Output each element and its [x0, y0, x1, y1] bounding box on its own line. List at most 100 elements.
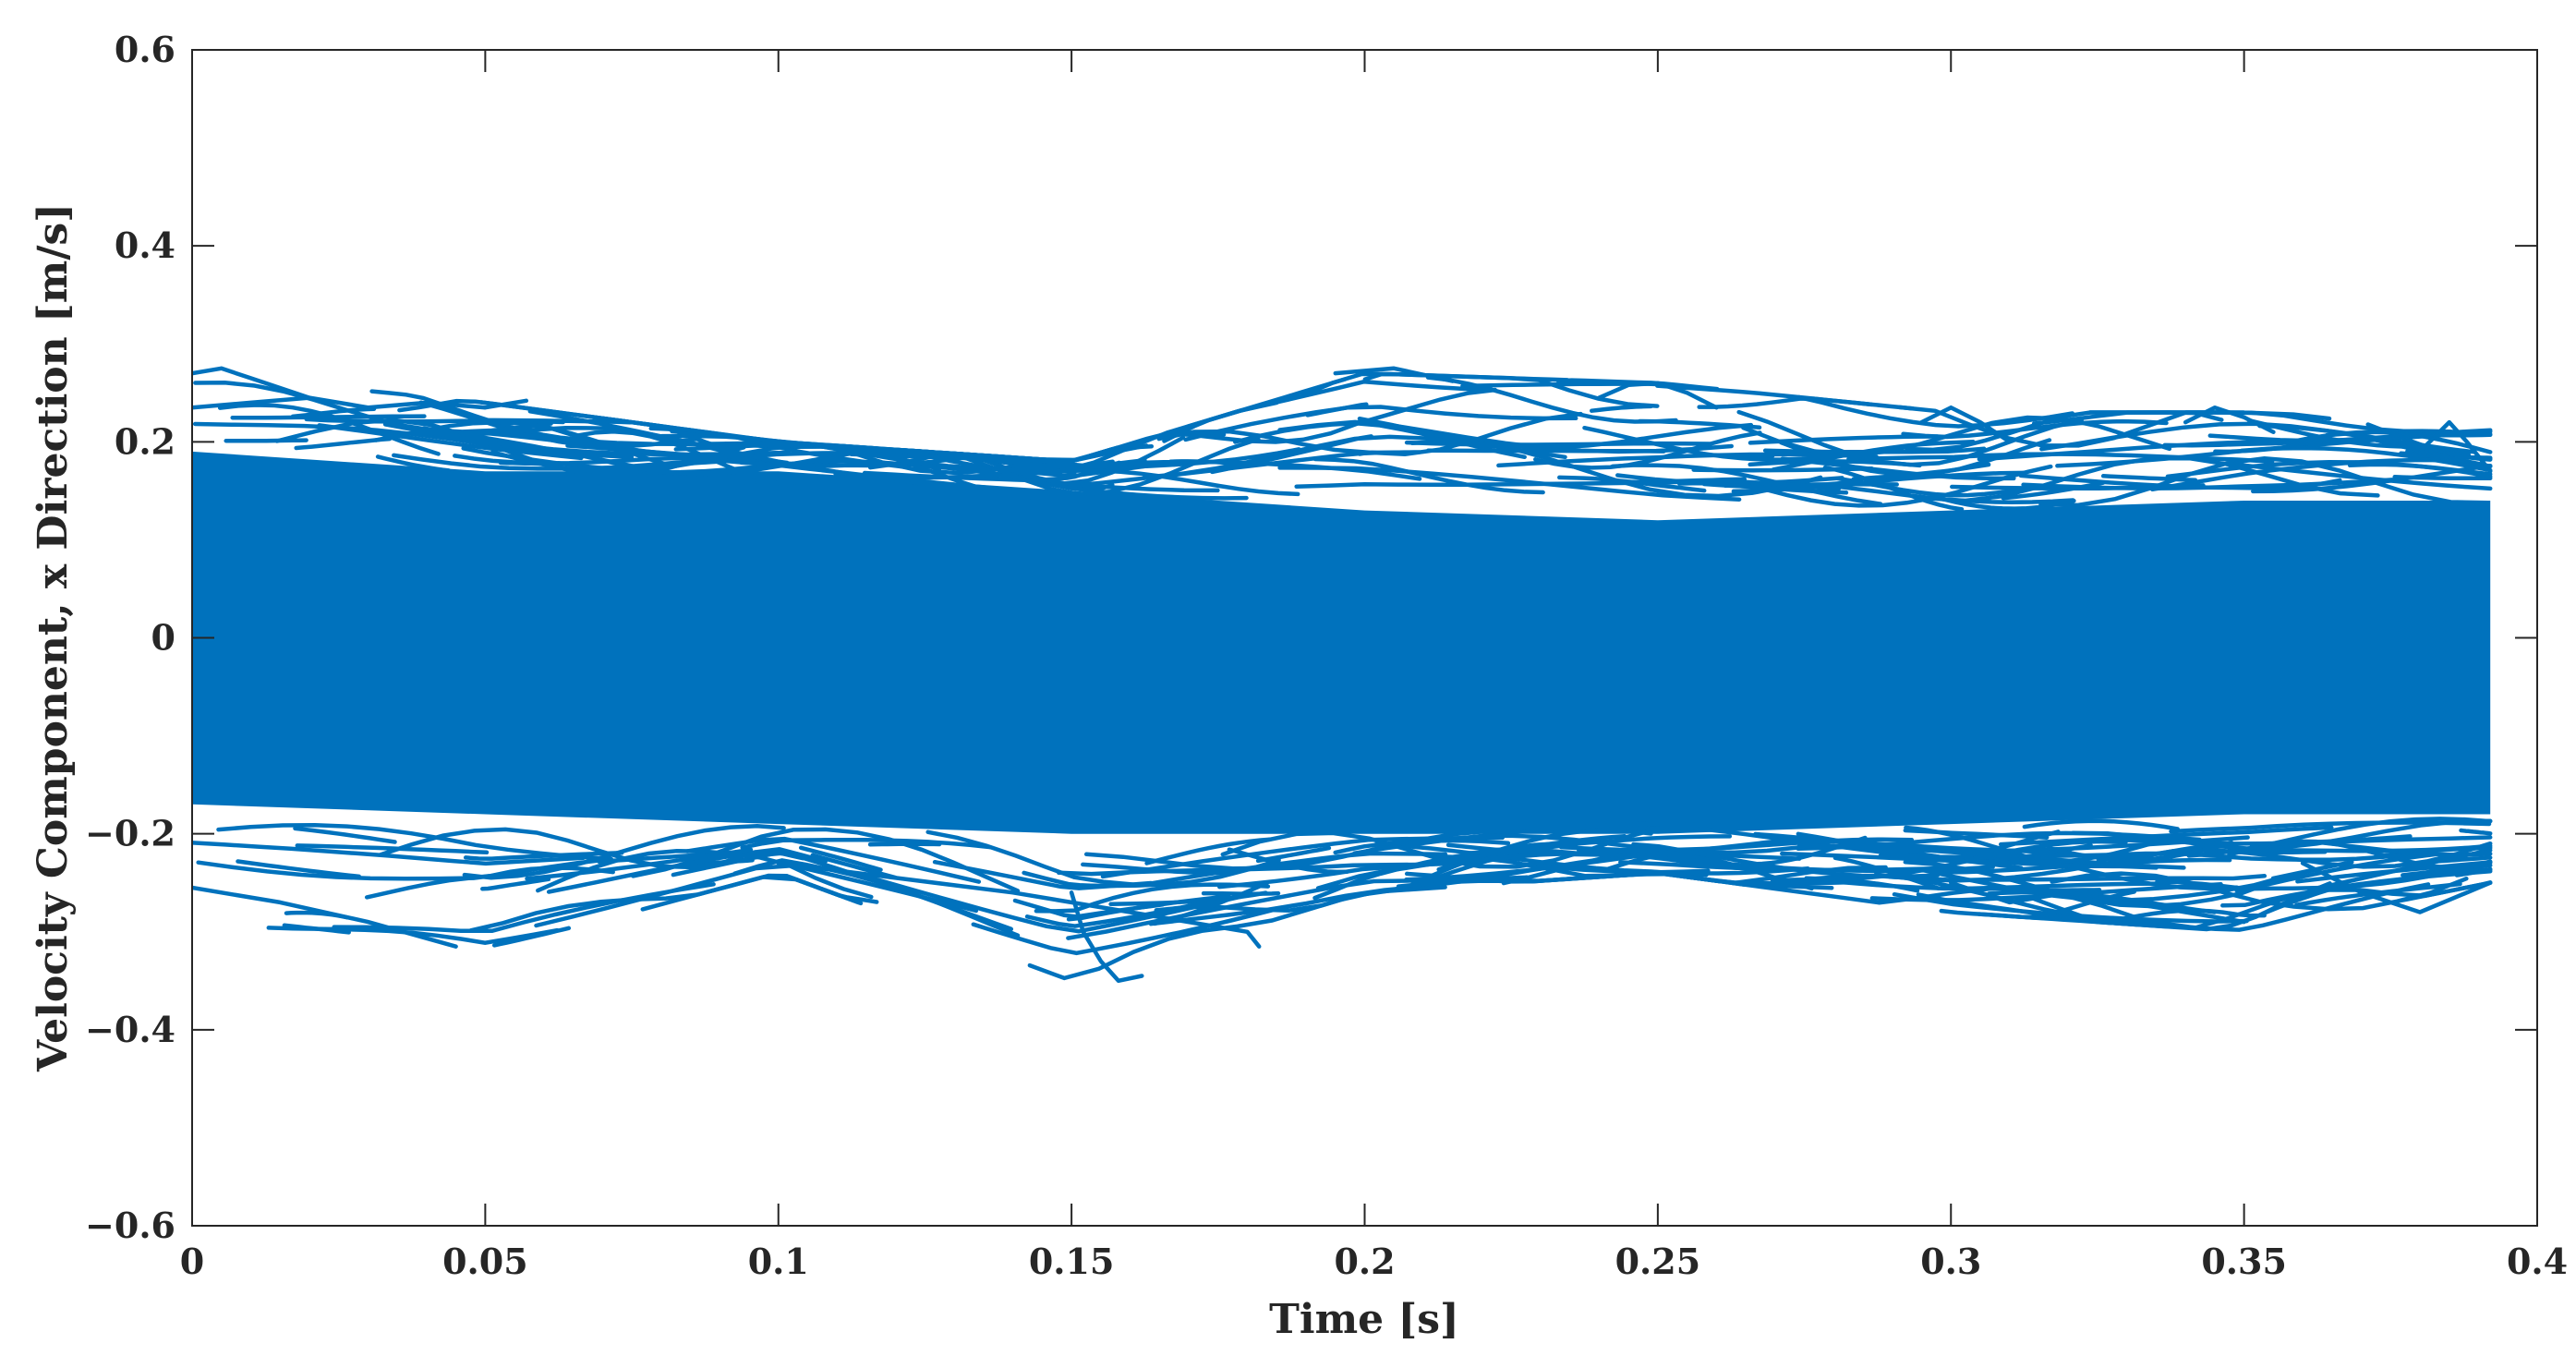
velocity-trace	[478, 400, 909, 470]
y-tick-label: 0.4	[115, 224, 175, 266]
velocity-trace	[230, 414, 427, 420]
outlier-trace	[1597, 381, 1719, 410]
velocity-trace	[373, 420, 672, 467]
outlier-trace	[192, 366, 312, 400]
velocity-trace	[534, 863, 979, 928]
velocity-trace	[290, 406, 377, 419]
x-tick-label: 0.2	[1334, 1241, 1395, 1282]
velocity-trace	[282, 923, 351, 935]
velocity-trace	[546, 847, 828, 894]
velocity-trace	[2316, 848, 2493, 890]
y-axis: 0.6 0.4 0.2 0 −0.2 −0.4 −0.6	[85, 29, 2537, 1246]
velocity-trace	[640, 873, 861, 912]
velocity-trace	[1929, 493, 2076, 511]
velocity-trace	[2287, 430, 2493, 454]
velocity-trace	[1220, 825, 1666, 869]
velocity-trace	[1977, 440, 2298, 462]
velocity-trace	[2165, 460, 2493, 479]
velocity-trace	[862, 470, 1046, 483]
x-tick-label: 0.25	[1615, 1241, 1701, 1282]
velocity-trace	[1333, 838, 1511, 855]
y-tick-label: −0.4	[85, 1009, 175, 1050]
velocity-trace	[1822, 465, 1965, 512]
velocity-trace	[671, 454, 1002, 491]
velocity-trace	[2392, 432, 2493, 438]
outlier-trace	[1333, 366, 1455, 383]
velocity-trace	[216, 823, 607, 861]
velocity-trace	[1496, 452, 1879, 468]
velocity-trace	[1144, 837, 1273, 866]
velocity-trace	[1760, 464, 2053, 508]
velocity-trace	[1277, 419, 1734, 454]
velocity-trace	[971, 905, 1286, 956]
velocity-trace	[2023, 914, 2139, 927]
velocity-trace	[851, 870, 1242, 934]
velocity-trace	[2294, 881, 2462, 907]
velocity-trace	[1217, 850, 1565, 890]
velocity-trace	[1210, 434, 1373, 475]
outlier-trace	[2183, 405, 2276, 434]
x-tick-label: 0.3	[1920, 1241, 1981, 1282]
velocity-trace	[1305, 402, 1369, 418]
velocity-trace	[1043, 447, 1301, 471]
velocity-trace	[1027, 885, 1447, 981]
velocity-trace	[1058, 468, 1300, 497]
velocity-trace	[192, 841, 586, 866]
velocity-trace	[2004, 860, 2152, 869]
velocity-trace	[849, 452, 1044, 464]
dense-trace-band	[192, 451, 2491, 834]
x-tick-label: 0.35	[2201, 1241, 2287, 1282]
velocity-trace	[1294, 478, 1707, 489]
x-tick-label: 0	[180, 1241, 204, 1282]
velocity-trace	[1605, 853, 1719, 872]
velocity-trace	[295, 843, 490, 855]
velocity-trace	[1736, 409, 2084, 467]
y-tick-label: 0.6	[115, 29, 175, 70]
velocity-trace	[1903, 828, 2050, 840]
outlier-trace	[192, 395, 529, 410]
velocity-trace	[1183, 405, 1578, 442]
y-tick-label: 0	[151, 617, 175, 659]
velocity-trace	[2239, 445, 2493, 473]
velocity-trace	[2108, 834, 2413, 846]
velocity-trace	[1113, 492, 1208, 506]
velocity-trace	[1083, 829, 1529, 871]
y-axis-title: Velocity Component, x Direction [m/s]	[30, 203, 77, 1072]
velocity-trace	[1255, 845, 1332, 864]
velocity-trace	[1796, 394, 2074, 429]
velocity-trace	[421, 426, 756, 486]
y-tick-label: 0.2	[115, 420, 175, 462]
velocity-trace	[369, 389, 580, 442]
velocity-trace	[2234, 852, 2438, 893]
velocity-trace	[2257, 423, 2476, 454]
velocity-trace	[491, 926, 572, 948]
velocity-trace	[2399, 451, 2493, 469]
outlier-trace	[1949, 880, 2246, 925]
velocity-trace	[2071, 818, 2493, 851]
x-tick-label: 0.05	[442, 1241, 528, 1282]
outlier-trace	[2300, 861, 2493, 914]
velocity-trace	[1022, 870, 1160, 889]
velocity-trace	[798, 845, 883, 872]
x-axis-title: Time [s]	[1269, 1296, 1459, 1343]
velocity-trace	[2038, 456, 2491, 508]
x-axis: 0 0.05 0.1 0.15 0.2 0.25 0.3 0.35 0.4	[180, 50, 2568, 1282]
velocity-trace	[304, 417, 565, 425]
velocity-trace	[236, 859, 362, 879]
velocity-trace	[317, 423, 584, 461]
velocity-trace	[1655, 383, 1916, 411]
velocity-trace	[1463, 834, 1627, 856]
velocity-trace	[2031, 410, 2409, 434]
velocity-trace	[1145, 851, 1448, 887]
velocity-trace	[294, 436, 393, 451]
velocity-trace	[1156, 411, 1583, 457]
outlier-trace	[1919, 405, 2012, 444]
velocity-trace	[378, 827, 757, 870]
velocity-trace	[1185, 379, 1493, 429]
outlier-trace	[2417, 419, 2493, 474]
velocity-trace	[2186, 817, 2493, 858]
outlier-trace	[776, 861, 1262, 949]
velocity-trace	[1167, 459, 1242, 466]
velocity-trace	[463, 851, 624, 861]
velocity-trace	[1851, 462, 1991, 481]
